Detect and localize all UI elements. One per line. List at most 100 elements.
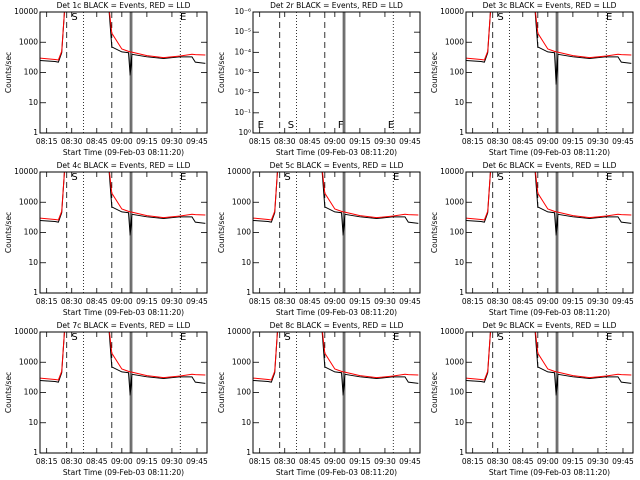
x-tick-label: 09:30 <box>374 457 396 466</box>
x-tick-label: 09:15 <box>136 297 158 306</box>
x-tick-label: 08:30 <box>274 137 296 146</box>
plot-frame <box>39 331 208 454</box>
y-tick-label: 1000 <box>232 197 251 206</box>
y-tick-label: 1000 <box>445 197 464 206</box>
phase-label: S <box>497 332 503 343</box>
x-tick-label: 08:30 <box>274 457 296 466</box>
x-tick-label: 09:45 <box>612 297 634 306</box>
series-line <box>40 172 206 236</box>
x-tick-label: 09:00 <box>537 137 559 146</box>
phase-label: E <box>180 332 186 343</box>
plot-frame <box>252 171 421 294</box>
x-tick-label: 09:30 <box>587 457 609 466</box>
plot-frame <box>252 331 421 454</box>
x-axis-label: Start Time (09-Feb-03 08:11:20) <box>276 308 397 317</box>
x-tick-label: 08:30 <box>487 457 509 466</box>
phase-label: S <box>284 172 290 183</box>
y-tick-label: 10⁻⁵ <box>234 27 251 36</box>
plot-frame <box>252 11 421 134</box>
panel: Det 1c BLACK = Events, RED = LLD Start Ti… <box>4 1 208 157</box>
y-tick-label: 10000 <box>227 327 251 336</box>
y-axis-label: Counts/sec <box>4 372 13 413</box>
plot-area <box>466 12 632 133</box>
x-axis-label: Start Time (09-Feb-03 08:11:20) <box>63 148 184 157</box>
x-tick-label: 09:00 <box>324 297 346 306</box>
x-tick-label: 09:45 <box>186 457 208 466</box>
x-tick-label: 08:45 <box>512 137 534 146</box>
y-tick-label: 1 <box>459 448 464 457</box>
y-tick-label: 1000 <box>445 357 464 366</box>
y-tick-label: 10000 <box>227 167 251 176</box>
plot-frame <box>465 171 634 294</box>
y-tick-label: 100 <box>24 388 39 397</box>
x-tick-label: 09:00 <box>537 457 559 466</box>
y-tick-label: 10000 <box>440 327 464 336</box>
panel: Det 6c BLACK = Events, RED = LLD Start Ti… <box>430 161 634 317</box>
x-tick-label: 09:30 <box>161 297 183 306</box>
plot-area <box>40 332 206 453</box>
x-tick-label: 08:15 <box>36 137 58 146</box>
y-tick-label: 100 <box>237 228 252 237</box>
plot-area <box>279 12 394 133</box>
y-tick-label: 10 <box>454 98 464 107</box>
phase-label: E <box>606 332 612 343</box>
y-tick-label: 10 <box>28 98 38 107</box>
x-tick-label: 09:45 <box>399 137 421 146</box>
plot-area <box>253 332 419 453</box>
phase-label: E <box>388 120 394 131</box>
x-tick-label: 08:30 <box>61 457 83 466</box>
x-tick-label: 08:45 <box>86 137 108 146</box>
phase-label: S <box>497 172 503 183</box>
x-tick-label: 08:15 <box>249 297 271 306</box>
plot-area <box>40 12 206 133</box>
y-axis-label: Counts/sec <box>217 52 226 93</box>
x-tick-label: 09:15 <box>349 297 371 306</box>
phase-label: S <box>284 332 290 343</box>
y-tick-label: 10⁰ <box>238 128 251 137</box>
panel-title: Det 2r BLACK = Events, RED = LLD <box>270 1 403 10</box>
x-tick-label: 09:15 <box>136 457 158 466</box>
x-tick-label: 09:45 <box>186 297 208 306</box>
series-line <box>40 332 206 396</box>
x-tick-label: 09:15 <box>349 457 371 466</box>
series-line <box>40 172 206 221</box>
plot-area <box>466 332 632 453</box>
panel-title: Det 6c BLACK = Events, RED = LLD <box>483 161 617 170</box>
y-tick-label: 10000 <box>14 167 38 176</box>
x-axis-label: Start Time (09-Feb-03 08:11:20) <box>489 148 610 157</box>
x-tick-label: 08:15 <box>462 297 484 306</box>
x-tick-label: 09:00 <box>111 137 133 146</box>
y-tick-label: 1000 <box>19 357 38 366</box>
phase-label: E <box>393 332 399 343</box>
y-tick-label: 10000 <box>14 7 38 16</box>
x-tick-label: 08:15 <box>249 457 271 466</box>
y-tick-label: 100 <box>24 68 39 77</box>
y-axis-label: Counts/sec <box>217 212 226 253</box>
x-tick-label: 08:15 <box>462 137 484 146</box>
plot-area <box>466 172 632 293</box>
panel: Det 9c BLACK = Events, RED = LLD Start Ti… <box>430 321 634 477</box>
series-line <box>40 332 206 381</box>
series-line <box>466 332 632 396</box>
y-tick-label: 1 <box>33 288 38 297</box>
y-tick-label: 10 <box>241 418 251 427</box>
x-tick-label: 08:45 <box>512 297 534 306</box>
series-line <box>466 12 632 85</box>
series-line <box>253 332 419 396</box>
x-tick-label: 09:30 <box>587 137 609 146</box>
phase-label: E <box>180 172 186 183</box>
y-tick-label: 1000 <box>232 357 251 366</box>
y-axis-label: Counts/sec <box>4 212 13 253</box>
x-tick-label: 09:30 <box>161 137 183 146</box>
panel: Det 3c BLACK = Events, RED = LLD Start Ti… <box>430 1 634 157</box>
x-tick-label: 09:15 <box>562 297 584 306</box>
y-tick-label: 1000 <box>445 37 464 46</box>
panel: Det 5c BLACK = Events, RED = LLD Start Ti… <box>217 161 421 317</box>
series-line <box>466 172 632 221</box>
panel-title: Det 3c BLACK = Events, RED = LLD <box>483 1 617 10</box>
panel: Det 7c BLACK = Events, RED = LLD Start Ti… <box>4 321 208 477</box>
series-line <box>253 332 419 381</box>
y-tick-label: 10000 <box>14 327 38 336</box>
series-line <box>466 172 632 236</box>
phase-label: S <box>497 12 503 23</box>
